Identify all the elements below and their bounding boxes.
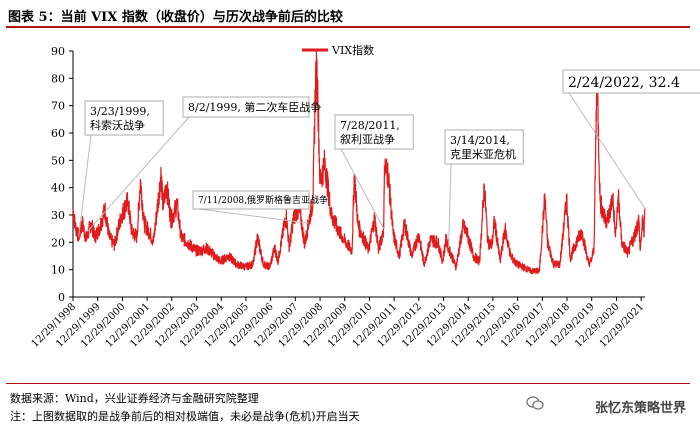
annotation-leader <box>568 92 646 209</box>
figure-title: 图表 5：当前 VIX 指数（收盘价）与历次战争前后的比较 <box>8 10 343 25</box>
annotation-label: 科索沃战争 <box>90 118 145 132</box>
annotation-box <box>192 190 310 210</box>
annotation-label: 2/24/2022, 32.4 <box>568 75 680 91</box>
y-tick-label: 0 <box>58 291 65 304</box>
source-note: 数据来源：Wind，兴业证券经济与金融研究院整理 <box>10 392 259 405</box>
annotation-leader <box>448 163 452 248</box>
annotation-leader <box>87 116 190 232</box>
annotation-label: 8/2/1999, 第二次车臣战争 <box>188 100 321 114</box>
x-axis: 12/29/199812/29/199912/29/200012/29/2001… <box>30 296 646 350</box>
annotation-label: 3/23/1999, <box>90 105 150 118</box>
y-tick-label: 10 <box>51 264 65 277</box>
annotation-label: 克里米亚危机 <box>450 147 516 161</box>
y-tick-label: 70 <box>51 100 65 113</box>
vix-line-chart: 0 10 20 30 40 50 60 70 80 90 12/29/199812/29/1999… <box>30 43 700 350</box>
footnote: 注：上图数据取的是战争前后的相对极端值，未必是战争(危机)开启当天 <box>10 410 360 423</box>
y-tick-label: 60 <box>51 127 65 140</box>
y-tick-label: 40 <box>51 182 65 195</box>
annotation-leader <box>198 208 309 224</box>
legend-label: VIX指数 <box>331 43 374 57</box>
y-tick-label: 80 <box>51 72 65 85</box>
y-tick-label: 20 <box>51 236 65 249</box>
y-tick-label: 50 <box>51 154 65 167</box>
annotation-box <box>334 114 414 150</box>
vix-series-line <box>72 51 646 275</box>
annotation-box <box>84 100 164 136</box>
wechat-icon <box>526 396 544 410</box>
y-tick-label: 30 <box>51 209 65 222</box>
annotation-box <box>562 69 700 94</box>
annotation-leader <box>78 134 92 237</box>
annotation-label: 7/28/2011, <box>340 119 400 132</box>
y-tick-label: 90 <box>51 45 65 58</box>
watermark: 张忆东策略世界 <box>594 401 686 416</box>
annotation-box <box>444 129 524 165</box>
title-divider <box>6 26 690 28</box>
bottom-divider <box>6 383 690 384</box>
annotation-label: 7/11/2008,俄罗斯格鲁吉亚战争 <box>198 194 328 206</box>
annotation-box <box>182 96 310 118</box>
annotation-label: 叙利亚战争 <box>340 132 395 146</box>
annotation-label: 3/14/2014, <box>450 134 510 147</box>
y-axis: 0 10 20 30 40 50 60 70 80 90 <box>51 45 74 304</box>
annotation-leader <box>340 148 385 229</box>
